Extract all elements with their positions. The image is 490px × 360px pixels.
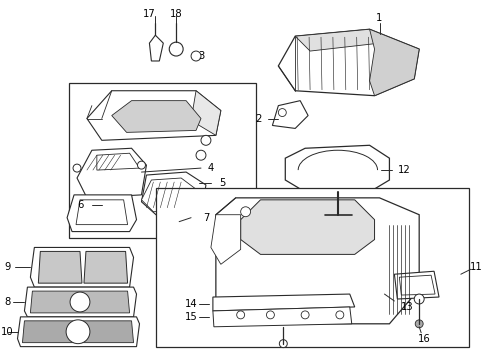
Circle shape	[201, 135, 211, 145]
Polygon shape	[87, 91, 221, 140]
Polygon shape	[142, 178, 197, 212]
Polygon shape	[241, 200, 374, 255]
Polygon shape	[24, 287, 137, 317]
Text: 3: 3	[198, 51, 204, 61]
Polygon shape	[77, 148, 147, 198]
Text: 13: 13	[401, 302, 414, 312]
Polygon shape	[84, 251, 127, 283]
Text: 7: 7	[203, 213, 209, 223]
Circle shape	[70, 292, 90, 312]
Polygon shape	[23, 321, 134, 343]
Polygon shape	[149, 35, 163, 61]
Polygon shape	[285, 145, 390, 192]
Polygon shape	[18, 317, 140, 347]
Polygon shape	[69, 83, 256, 238]
Text: 12: 12	[398, 165, 411, 175]
Text: 11: 11	[470, 262, 483, 272]
Polygon shape	[394, 271, 439, 299]
Circle shape	[138, 161, 146, 169]
Polygon shape	[216, 198, 419, 324]
Polygon shape	[272, 101, 308, 129]
Text: 15: 15	[185, 312, 197, 322]
Text: 4: 4	[208, 163, 214, 173]
Polygon shape	[76, 200, 127, 225]
Circle shape	[169, 42, 183, 56]
Text: 16: 16	[418, 334, 431, 344]
Polygon shape	[38, 251, 82, 283]
Text: 9: 9	[4, 262, 11, 272]
Circle shape	[191, 51, 201, 61]
Text: 1: 1	[376, 13, 383, 23]
Circle shape	[237, 311, 245, 319]
Text: 5: 5	[220, 178, 226, 188]
Polygon shape	[191, 91, 221, 135]
Polygon shape	[30, 291, 129, 313]
Polygon shape	[156, 188, 469, 347]
Circle shape	[279, 340, 287, 348]
Circle shape	[415, 320, 423, 328]
Polygon shape	[67, 195, 137, 231]
Polygon shape	[112, 101, 201, 132]
Text: 6: 6	[77, 200, 83, 210]
Polygon shape	[97, 153, 140, 170]
Text: 17: 17	[143, 9, 156, 19]
Circle shape	[336, 311, 344, 319]
Text: 10: 10	[1, 327, 14, 337]
Circle shape	[414, 294, 424, 304]
Circle shape	[66, 320, 90, 344]
Circle shape	[196, 150, 206, 160]
Circle shape	[278, 109, 286, 117]
Text: 8: 8	[4, 297, 11, 307]
Polygon shape	[213, 294, 355, 311]
Polygon shape	[213, 307, 352, 327]
Circle shape	[73, 164, 81, 172]
Polygon shape	[399, 275, 435, 295]
Circle shape	[301, 311, 309, 319]
Polygon shape	[369, 29, 419, 96]
Polygon shape	[278, 29, 419, 96]
Text: 18: 18	[170, 9, 182, 19]
Text: 2: 2	[255, 113, 262, 123]
Polygon shape	[295, 29, 380, 51]
Polygon shape	[142, 172, 206, 218]
Circle shape	[267, 311, 274, 319]
Text: 14: 14	[185, 299, 197, 309]
Circle shape	[241, 207, 250, 217]
Polygon shape	[30, 247, 134, 287]
Polygon shape	[211, 215, 241, 264]
